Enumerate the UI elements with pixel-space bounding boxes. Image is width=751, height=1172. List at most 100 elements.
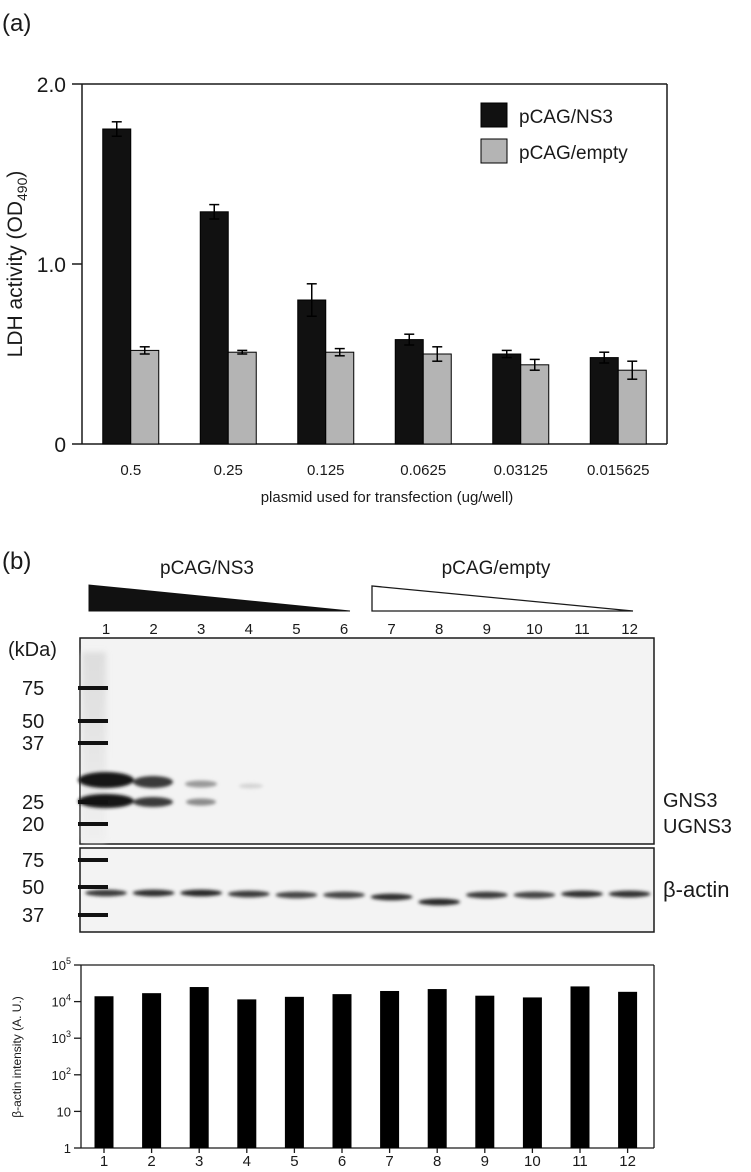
band-ugns3-lane2 — [133, 797, 173, 807]
chart-a-x-tick-label: 0.03125 — [494, 462, 548, 479]
bar-actin-intensity — [618, 991, 638, 1148]
bar-actin-intensity — [332, 994, 352, 1148]
blot-smear — [82, 652, 106, 842]
marker-label: 37 — [22, 733, 44, 755]
legend-label-ns3: pCAG/NS3 — [519, 107, 613, 128]
chart-b-y-tick-label: 10 — [57, 1104, 71, 1119]
bar-actin-intensity — [94, 996, 114, 1148]
bar-empty — [520, 364, 550, 445]
lane-label: 5 — [292, 621, 300, 638]
bar-empty — [227, 351, 257, 445]
chart-a-x-tick-label: 0.5 — [120, 462, 141, 479]
chart-a-x-tick-label: 0.015625 — [587, 462, 650, 479]
marker-label: 37 — [22, 905, 44, 927]
bar-actin-intensity — [380, 990, 400, 1148]
band-actin — [323, 891, 365, 899]
marker-label: 20 — [22, 814, 44, 836]
lane-label: 12 — [621, 621, 638, 638]
lane-label: 7 — [387, 621, 395, 638]
marker-label: 25 — [22, 792, 44, 814]
band-actin — [418, 898, 461, 906]
kda-label: (kDa) — [8, 639, 57, 661]
chart-a-y-axis-label: LDH activity (OD490) — [4, 171, 30, 358]
lane-label: 9 — [483, 621, 491, 638]
marker-label: 75 — [22, 678, 44, 700]
lane-label: 11 — [574, 621, 590, 638]
legend-swatch-empty — [480, 138, 508, 164]
marker-label: 50 — [22, 711, 44, 733]
blot-actin-membrane — [79, 847, 655, 933]
lane-label: 1 — [102, 621, 110, 638]
band-actin — [227, 890, 270, 898]
band-gns3-lane2 — [133, 776, 173, 788]
chart-a-x-tick-label: 0.125 — [307, 462, 345, 479]
group-label-ns3: pCAG/NS3 — [160, 558, 254, 579]
band-actin — [275, 891, 318, 899]
western-blot-actin: 75 50 37 — [22, 847, 655, 933]
lane-label: 2 — [149, 621, 157, 638]
band-actin — [85, 889, 127, 897]
chart-b-y-tick-label: 103 — [52, 1029, 71, 1046]
band-actin — [561, 890, 603, 898]
band-label-ugns3: UGNS3 — [663, 816, 732, 838]
bar-actin-intensity — [522, 997, 542, 1148]
legend-swatch-ns3 — [480, 102, 508, 128]
chart-b-y-axis-label: β-actin intensity (A. U.) — [10, 996, 24, 1118]
bar-actin-intensity — [142, 993, 162, 1148]
lane-label: 6 — [340, 621, 348, 638]
ns3-dose-wedge — [88, 584, 351, 612]
chart-b-y-tick-label: 105 — [52, 956, 71, 973]
bar-ns3 — [589, 357, 619, 445]
lane-label: 3 — [197, 621, 205, 638]
band-actin — [513, 891, 556, 899]
band-ugns3-lane3 — [186, 798, 216, 806]
bar-actin-intensity — [237, 999, 257, 1148]
band-actin — [370, 893, 413, 901]
bar-empty — [617, 369, 647, 445]
chart-b-x-tick-label: 11 — [572, 1153, 588, 1170]
panel-b-label: (b) — [2, 548, 31, 575]
western-blot-ns3: 75 50 37 25 20 — [22, 637, 655, 845]
bar-empty — [130, 349, 160, 445]
chart-b-x-tick-label: 12 — [619, 1153, 636, 1170]
bar-actin-intensity — [189, 987, 209, 1148]
chart-b-x-tick-label: 10 — [524, 1153, 541, 1170]
panel-a-label: (a) — [2, 10, 31, 37]
empty-dose-wedge — [371, 585, 634, 612]
band-gns3-lane3 — [185, 780, 217, 788]
bar-ns3 — [102, 128, 132, 445]
bar-actin-intensity — [427, 989, 447, 1148]
legend-label-empty: pCAG/empty — [519, 143, 628, 164]
band-label-actin: β-actin — [663, 877, 729, 902]
band-actin — [132, 889, 175, 897]
bar-ns3 — [394, 339, 424, 445]
chart-b-x-tick-label: 9 — [481, 1153, 489, 1170]
chart-b-x-tick-label: 3 — [195, 1153, 203, 1170]
chart-b-x-tick-label: 2 — [147, 1153, 155, 1170]
chart-b-x-tick-label: 7 — [385, 1153, 393, 1170]
bar-actin-intensity — [570, 986, 590, 1148]
lane-label: 10 — [526, 621, 543, 638]
chart-a-y-tick-label: 2.0 — [37, 74, 66, 97]
chart-a-y-tick-label: 0 — [54, 434, 66, 457]
bar-ns3 — [199, 211, 229, 445]
chart-b-x-tick-label: 1 — [100, 1153, 108, 1170]
band-actin — [180, 889, 223, 897]
chart-b-x-tick-label: 6 — [338, 1153, 346, 1170]
chart-b-x-tick-label: 4 — [243, 1153, 251, 1170]
chart-a-x-axis-label: plasmid used for transfection (ug/well) — [261, 489, 514, 506]
bar-empty — [325, 351, 355, 445]
chart-b-x-tick-label: 8 — [433, 1153, 441, 1170]
band-label-gns3: GNS3 — [663, 790, 717, 812]
blot-ns3-markers: 75 50 37 25 20 — [22, 678, 108, 836]
bar-actin-intensity — [475, 995, 495, 1148]
bar-ns3 — [297, 299, 327, 445]
chart-b-x-tick-label: 5 — [290, 1153, 298, 1170]
chart-a-x-tick-label: 0.25 — [214, 462, 243, 479]
band-actin — [465, 891, 508, 899]
chart-b-y-tick-label: 1 — [64, 1141, 71, 1156]
chart-b-y-tick-label: 104 — [52, 993, 71, 1010]
ldh-activity-chart: 0 1.0 2.0 LDH activity (OD490) 0.5 0.25 0.… — [4, 74, 668, 506]
chart-b-y-tick-label: 102 — [52, 1066, 71, 1083]
